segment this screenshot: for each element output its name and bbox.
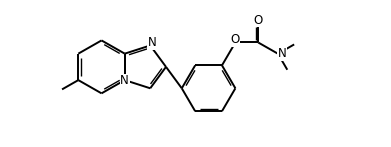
Text: N: N [120, 74, 129, 87]
Text: N: N [278, 47, 287, 60]
Text: O: O [253, 14, 263, 27]
Text: N: N [148, 36, 156, 49]
Text: O: O [230, 33, 239, 46]
